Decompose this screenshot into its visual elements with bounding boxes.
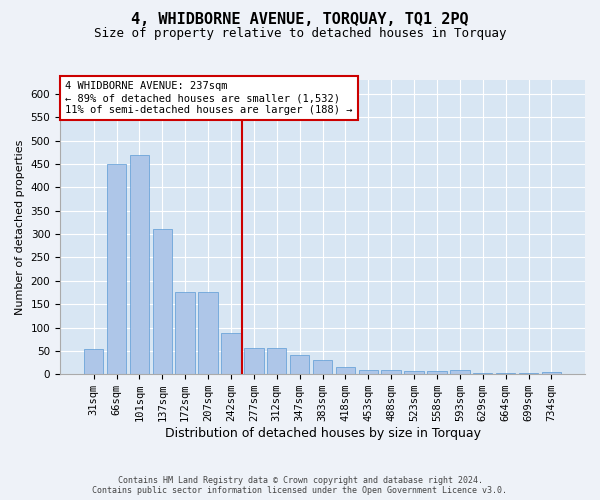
Bar xyxy=(404,372,424,374)
Bar xyxy=(199,292,218,374)
Bar xyxy=(244,348,263,374)
Bar xyxy=(267,348,286,374)
Y-axis label: Number of detached properties: Number of detached properties xyxy=(15,140,25,315)
Bar xyxy=(175,292,195,374)
Bar xyxy=(450,370,470,374)
Bar xyxy=(152,230,172,374)
Bar xyxy=(382,370,401,374)
Text: 4, WHIDBORNE AVENUE, TORQUAY, TQ1 2PQ: 4, WHIDBORNE AVENUE, TORQUAY, TQ1 2PQ xyxy=(131,12,469,28)
Bar xyxy=(107,164,126,374)
Text: Size of property relative to detached houses in Torquay: Size of property relative to detached ho… xyxy=(94,28,506,40)
Text: Contains HM Land Registry data © Crown copyright and database right 2024.
Contai: Contains HM Land Registry data © Crown c… xyxy=(92,476,508,495)
Bar xyxy=(427,372,446,374)
Bar xyxy=(290,354,310,374)
Bar xyxy=(335,367,355,374)
Bar xyxy=(221,333,241,374)
Bar xyxy=(542,372,561,374)
Bar xyxy=(130,154,149,374)
X-axis label: Distribution of detached houses by size in Torquay: Distribution of detached houses by size … xyxy=(164,427,481,440)
Bar xyxy=(313,360,332,374)
Bar xyxy=(84,350,103,374)
Text: 4 WHIDBORNE AVENUE: 237sqm
← 89% of detached houses are smaller (1,532)
11% of s: 4 WHIDBORNE AVENUE: 237sqm ← 89% of deta… xyxy=(65,82,353,114)
Bar xyxy=(359,370,378,374)
